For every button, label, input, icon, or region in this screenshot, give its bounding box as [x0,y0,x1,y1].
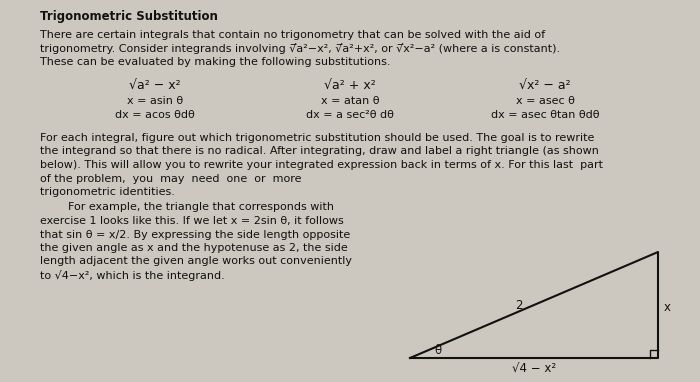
Text: dx = asec θtan θdθ: dx = asec θtan θdθ [491,110,599,120]
Text: x = atan θ: x = atan θ [321,96,379,106]
Text: These can be evaluated by making the following substitutions.: These can be evaluated by making the fol… [40,57,391,67]
Text: below). This will allow you to rewrite your integrated expression back in terms : below). This will allow you to rewrite y… [40,160,603,170]
Text: √a² − x²: √a² − x² [130,78,181,92]
Text: √a² + x²: √a² + x² [324,78,376,92]
Text: dx = a sec²θ dθ: dx = a sec²θ dθ [306,110,394,120]
Text: For each integral, figure out which trigonometric substitution should be used. T: For each integral, figure out which trig… [40,133,594,143]
Text: trigonometric identities.: trigonometric identities. [40,187,175,197]
Text: x = asin θ: x = asin θ [127,96,183,106]
Text: to √4−x², which is the integrand.: to √4−x², which is the integrand. [40,270,225,281]
Text: the given angle as x and the hypotenuse as 2, the side: the given angle as x and the hypotenuse … [40,243,348,253]
Text: exercise 1 looks like this. If we let x = 2sin θ, it follows: exercise 1 looks like this. If we let x … [40,216,344,226]
Text: x: x [664,301,671,314]
Text: x = asec θ: x = asec θ [516,96,575,106]
Text: For example, the triangle that corresponds with: For example, the triangle that correspon… [40,202,334,212]
Text: √x² − a²: √x² − a² [519,78,570,92]
Text: θ: θ [435,344,442,357]
Text: trigonometry. Consider integrands involving √̅a²−x², √̅a²+x², or √̅x²−a² (where : trigonometry. Consider integrands involv… [40,44,560,55]
Text: the integrand so that there is no radical. After integrating, draw and label a r: the integrand so that there is no radica… [40,147,599,157]
Text: of the problem,  you  may  need  one  or  more: of the problem, you may need one or more [40,173,302,183]
Text: dx = acos θdθ: dx = acos θdθ [115,110,195,120]
Text: length adjacent the given angle works out conveniently: length adjacent the given angle works ou… [40,256,352,267]
Text: √4 − x²: √4 − x² [512,363,556,376]
Text: that sin θ = x/2. By expressing the side length opposite: that sin θ = x/2. By expressing the side… [40,230,350,240]
Text: 2: 2 [515,299,523,312]
Text: Trigonometric Substitution: Trigonometric Substitution [40,10,218,23]
Text: There are certain integrals that contain no trigonometry that can be solved with: There are certain integrals that contain… [40,30,545,40]
